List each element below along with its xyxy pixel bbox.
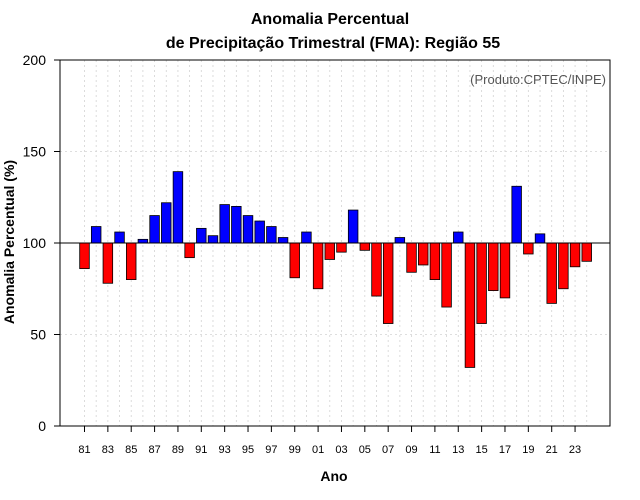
x-tick-label: 23	[569, 444, 581, 456]
bar-1987	[149, 215, 160, 244]
y-tick-label: 150	[23, 144, 47, 160]
bar-1990	[184, 242, 195, 259]
bar-1985	[126, 242, 137, 280]
x-tick-label: 17	[499, 444, 511, 456]
x-tick-label: 99	[289, 444, 301, 456]
y-tick-label: 100	[23, 235, 47, 251]
x-tick-label: 87	[148, 444, 160, 456]
bar-2005	[359, 242, 371, 251]
bar-1992	[207, 235, 219, 244]
bar-2022	[558, 242, 569, 290]
bar-1994	[231, 205, 242, 244]
bar-1989	[172, 171, 184, 244]
bar-2000	[301, 231, 312, 244]
x-tick-label: 89	[172, 444, 184, 456]
x-tick-label: 05	[359, 444, 371, 456]
bar-2015	[476, 242, 487, 324]
bar-2003	[336, 242, 347, 253]
bar-1995	[242, 215, 254, 244]
bar-1997	[266, 226, 277, 244]
x-tick-label: 81	[78, 444, 90, 456]
x-tick-label: 83	[102, 444, 114, 456]
bar-2020	[534, 233, 546, 244]
bar-2007	[382, 242, 394, 324]
bar-1986	[137, 238, 149, 244]
bar-2012	[441, 242, 452, 308]
bar-1983	[102, 242, 114, 284]
x-tick-label: 15	[475, 444, 487, 456]
bar-1999	[289, 242, 300, 279]
x-tick-label: 93	[219, 444, 231, 456]
bar-1998	[277, 237, 289, 244]
bar-2011	[429, 242, 441, 280]
y-axis-label: Anomalia Percentual (%)	[1, 160, 17, 324]
bar-1982	[90, 226, 102, 244]
x-tick-label: 19	[522, 444, 534, 456]
bar-2016	[488, 242, 499, 291]
bars	[79, 171, 592, 368]
x-axis: 81 83 85 87 89 91 93 95 97 99 01 03 05 07 09 11 13 15 17 19…	[78, 426, 581, 456]
bar-2021	[546, 242, 557, 304]
bar-2009	[406, 242, 417, 273]
y-tick-label: 200	[23, 52, 47, 68]
x-tick-label: 91	[195, 444, 207, 456]
y-tick-label: 50	[30, 327, 46, 343]
x-axis-label: Ano	[320, 468, 347, 484]
x-tick-label: 21	[546, 444, 558, 456]
x-tick-label: 09	[405, 444, 417, 456]
chart-title-line-1: Anomalia Percentual	[251, 11, 409, 28]
x-tick-label: 13	[452, 444, 464, 456]
x-tick-label: 07	[382, 444, 394, 456]
bar-1988	[161, 202, 172, 244]
bar-2024	[581, 242, 592, 262]
bar-1984	[114, 231, 125, 244]
bar-2010	[418, 242, 429, 266]
bar-2023	[569, 242, 581, 268]
bar-2002	[324, 242, 335, 260]
bar-2018	[511, 185, 522, 244]
bar-2013	[453, 231, 464, 244]
x-tick-label: 95	[242, 444, 254, 456]
x-tick-label: 11	[429, 444, 440, 456]
bar-2008	[394, 237, 406, 244]
bar-2019	[523, 242, 534, 255]
x-tick-label: 03	[335, 444, 347, 456]
bar-1991	[196, 227, 207, 244]
x-tick-label: 97	[265, 444, 277, 456]
bar-1993	[219, 204, 230, 244]
bar-1996	[254, 220, 265, 244]
y-axis: 0 50 100 150 200	[23, 52, 60, 434]
bar-2017	[499, 242, 511, 299]
x-tick-label: 01	[312, 444, 324, 456]
x-tick-label: 85	[125, 444, 137, 456]
bar-2004	[347, 209, 359, 244]
y-tick-label: 0	[38, 418, 46, 434]
bar-2014	[464, 242, 476, 368]
chart-title-line-2: de Precipitação Trimestral (FMA): Região…	[166, 35, 500, 52]
bar-1981	[79, 242, 90, 270]
bar-2001	[312, 242, 324, 290]
source-credit: (Produto:CPTEC/INPE)	[470, 72, 606, 87]
bar-2006	[371, 242, 382, 297]
